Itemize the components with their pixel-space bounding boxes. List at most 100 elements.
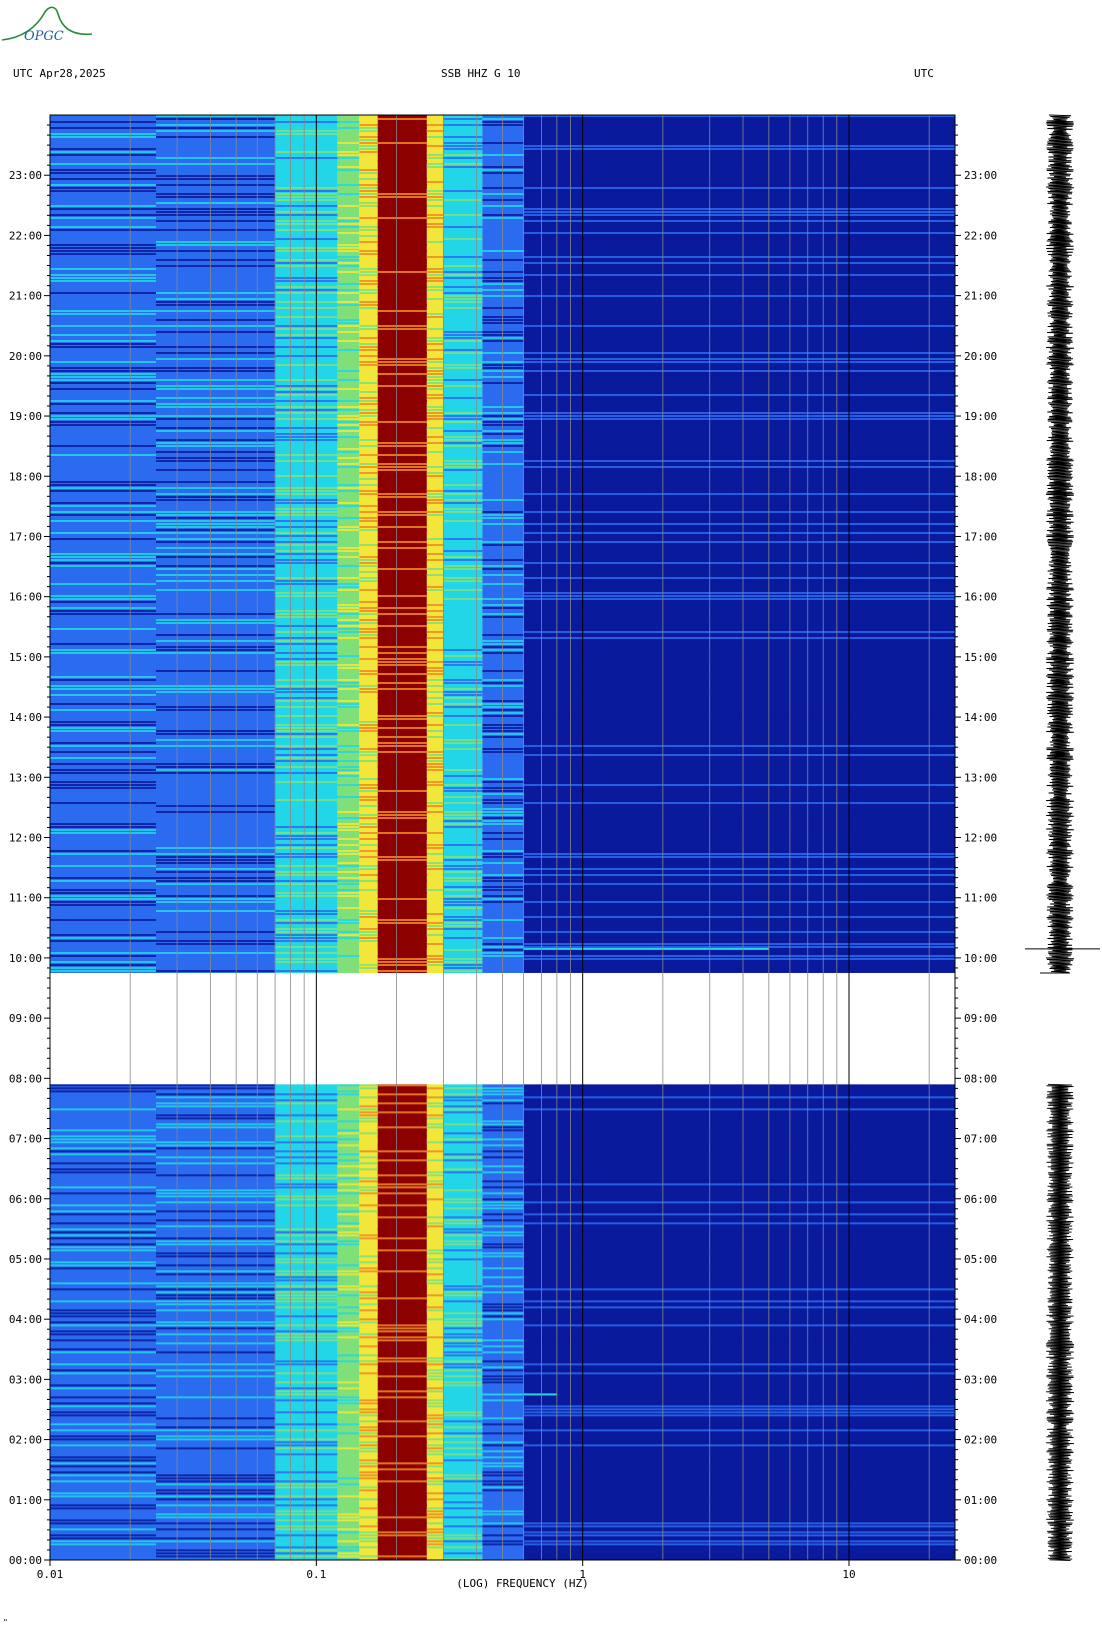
streak [443,1492,483,1495]
streak [50,1186,156,1189]
streak [443,349,483,351]
streak [523,577,955,579]
streak [523,1525,955,1528]
streak [337,466,360,468]
streak [443,1435,483,1438]
streak [482,943,524,945]
streak [275,736,338,738]
streak [377,811,427,813]
streak [337,826,360,828]
streak [275,1195,338,1198]
streak [337,1528,360,1531]
streak [337,1213,360,1216]
streak [523,1528,955,1531]
streak [275,1546,338,1549]
streak [443,958,483,960]
streak [482,1252,524,1255]
streak [337,751,360,753]
streak [50,1084,156,1087]
streak [426,370,444,372]
streak [275,781,338,783]
streak [275,1330,338,1333]
streak [359,826,378,828]
streak [337,1285,360,1288]
streak [359,850,378,852]
streak [443,1534,483,1537]
streak [359,1462,378,1465]
streak [155,898,276,900]
streak [523,898,955,900]
streak [377,1516,427,1519]
header-station-label: SSB HHZ G 10 [441,67,521,80]
streak [426,691,444,693]
streak [359,490,378,492]
streak [426,124,444,126]
streak [523,232,955,234]
streak [337,349,360,351]
streak [359,424,378,426]
streak [50,694,156,696]
streak [155,445,276,447]
streak [443,865,483,867]
streak [426,502,444,504]
streak [377,1420,427,1423]
streak [482,709,524,711]
streak [337,505,360,507]
streak [275,1240,338,1243]
streak [523,709,955,711]
streak [523,868,955,870]
streak [275,1162,338,1165]
streak [50,1333,156,1336]
streak [443,568,483,570]
streak [482,787,524,789]
streak [155,511,276,513]
streak [359,1540,378,1543]
streak [359,271,378,273]
streak [482,937,524,939]
streak [482,1171,524,1174]
streak [275,919,338,921]
streak [482,337,524,339]
streak [443,166,483,168]
streak [275,265,338,267]
streak [482,616,524,618]
streak [337,409,360,411]
streak [377,1399,427,1402]
spectral-band-0-3 [337,115,360,973]
streak [482,1345,524,1348]
streak [426,256,444,258]
streak [337,142,360,144]
streak [523,646,955,648]
streak [275,247,338,249]
streak [443,1228,483,1231]
streak [482,877,524,879]
streak [275,613,338,615]
streak [443,1168,483,1171]
streak [426,145,444,147]
streak [377,757,427,759]
streak [482,451,524,453]
streak [523,1306,955,1309]
streak [377,1459,427,1462]
streak [523,1111,955,1114]
streak [482,271,524,273]
streak [377,364,427,366]
streak [50,502,156,504]
streak [155,943,276,945]
streak [275,238,338,240]
streak [155,487,276,489]
streak [523,376,955,378]
streak [482,730,524,732]
streak [443,1327,483,1330]
streak [426,1306,444,1309]
streak [155,1351,276,1354]
streak [155,517,276,519]
streak [377,1273,427,1276]
streak [337,319,360,321]
streak [359,1537,378,1540]
streak [50,1339,156,1342]
streak [482,1381,524,1384]
streak [275,1243,338,1246]
streak [482,352,524,354]
streak [426,217,444,219]
